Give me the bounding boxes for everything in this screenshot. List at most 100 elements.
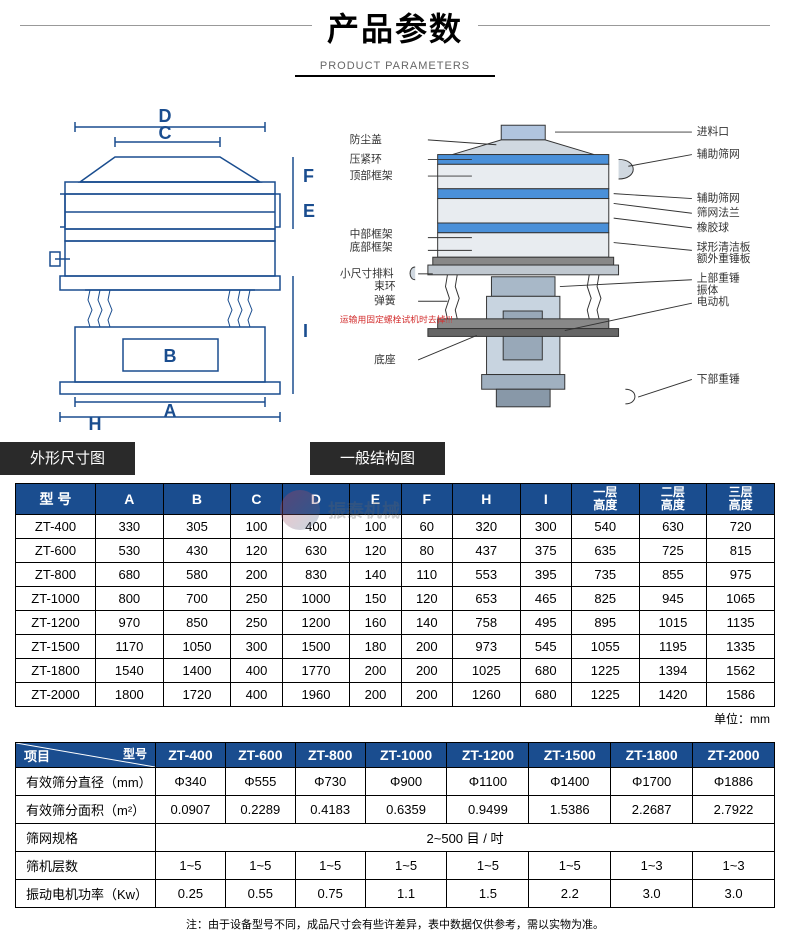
table-cell: 725 [639,539,707,563]
svg-text:底座: 底座 [374,353,396,366]
table-cell: 1.5 [447,880,529,908]
table-cell: ZT-1800 [16,659,96,683]
table-header: ZT-1500 [529,743,611,768]
table-cell: 970 [96,611,164,635]
table-cell: 1055 [571,635,639,659]
footnote: 注：由于设备型号不同，成品尺寸会有些许差异，表中数据仅供参考，需以实物为准。 [0,908,790,947]
structure-diagram: 防尘盖 压紧环 顶部框架 中部框架 底部框架 小尺寸排料 束环 弹簧 运输用固定… [335,102,775,437]
table-cell: 120 [231,539,282,563]
table-cell: 800 [96,587,164,611]
svg-text:束环: 束环 [374,280,396,292]
dimension-diagram: D C [15,102,325,437]
table-cell: 720 [707,515,775,539]
row-label: 振动电机功率（Kw） [16,880,156,908]
table-cell: 495 [520,611,571,635]
row-label: 筛网规格 [16,824,156,852]
table-cell: 1025 [452,659,520,683]
table-cell: 0.55 [225,880,295,908]
table-cell: 1960 [282,683,350,707]
svg-text:辅助筛网: 辅助筛网 [697,147,740,160]
svg-text:B: B [164,346,177,366]
table-header: B [163,484,231,515]
table-cell: 945 [639,587,707,611]
svg-text:橡胶球: 橡胶球 [697,221,730,234]
table-cell: 1394 [639,659,707,683]
table-cell: 1~5 [295,852,365,880]
table-cell: 1400 [163,659,231,683]
table-cell: 1420 [639,683,707,707]
table-cell: 735 [571,563,639,587]
table-cell: 580 [163,563,231,587]
table-row: ZT-60053043012063012080437375635725815 [16,539,775,563]
table-cell: 850 [163,611,231,635]
table-cell: 200 [350,683,401,707]
table-cell: 1065 [707,587,775,611]
table-cell: 680 [520,659,571,683]
table-cell: 545 [520,635,571,659]
title-cn: 产品参数 [312,4,478,50]
table-cell: 400 [231,659,282,683]
table-cell: 1170 [96,635,164,659]
right-diagram-label: 一般结构图 [310,442,445,475]
table-cell: 635 [571,539,639,563]
svg-text:H: H [89,414,102,432]
specs-table: 型号项目ZT-400ZT-600ZT-800ZT-1000ZT-1200ZT-1… [15,742,775,908]
table-cell: 250 [231,611,282,635]
table-row: ZT-1800154014004001770200200102568012251… [16,659,775,683]
svg-text:球形清洁板: 球形清洁板 [697,240,751,253]
table-cell: ZT-400 [16,515,96,539]
table-cell: 1050 [163,635,231,659]
table-cell: 1015 [639,611,707,635]
table-cell: 160 [350,611,401,635]
table-row: ZT-1500117010503001500180200973545105511… [16,635,775,659]
table-cell: 200 [401,683,452,707]
table-cell: Φ730 [295,768,365,796]
table-cell: 0.0907 [156,796,226,824]
table-header: ZT-1000 [365,743,447,768]
table-header: ZT-1200 [447,743,529,768]
table-row: 筛机层数1~51~51~51~51~51~51~31~3 [16,852,775,880]
table-cell: 395 [520,563,571,587]
table-cell: 0.9499 [447,796,529,824]
table-cell: 0.6359 [365,796,447,824]
table-cell: 120 [350,539,401,563]
table-cell: 855 [639,563,707,587]
table-cell: 1135 [707,611,775,635]
svg-text:进料口: 进料口 [697,125,729,138]
table-cell: 180 [350,635,401,659]
table-cell: 320 [452,515,520,539]
table-cell: 110 [401,563,452,587]
table-cell: 2~500 目 / 吋 [156,824,775,852]
table-cell: 120 [401,587,452,611]
table-cell: 630 [282,539,350,563]
table-cell: Φ340 [156,768,226,796]
table-cell: 825 [571,587,639,611]
svg-text:压紧环: 压紧环 [350,153,383,165]
table-cell: 330 [96,515,164,539]
table-cell: 540 [571,515,639,539]
table-cell: 815 [707,539,775,563]
table-cell: 2.7922 [693,796,775,824]
table-cell: 140 [350,563,401,587]
table-cell: 1500 [282,635,350,659]
table-cell: 553 [452,563,520,587]
table-cell: 300 [231,635,282,659]
table-cell: ZT-600 [16,539,96,563]
table-cell: 1260 [452,683,520,707]
watermark: 振泰机械 [280,490,400,530]
diagram-labels: 外形尺寸图 一般结构图 [0,447,790,468]
table-cell: 1~5 [156,852,226,880]
row-label: 有效筛分面积（m²） [16,796,156,824]
table-cell: 975 [707,563,775,587]
table-cell: 200 [401,659,452,683]
table-cell: 0.2289 [225,796,295,824]
svg-text:上部重锤: 上部重锤 [697,272,740,285]
svg-text:顶部框架: 顶部框架 [350,169,393,182]
table-header: 二层高度 [639,484,707,515]
table-cell: 3.0 [611,880,693,908]
table-cell: 1.5386 [529,796,611,824]
svg-text:小尺寸排料: 小尺寸排料 [340,267,394,280]
table-header: 一层高度 [571,484,639,515]
table-cell: 1562 [707,659,775,683]
table-cell: 80 [401,539,452,563]
